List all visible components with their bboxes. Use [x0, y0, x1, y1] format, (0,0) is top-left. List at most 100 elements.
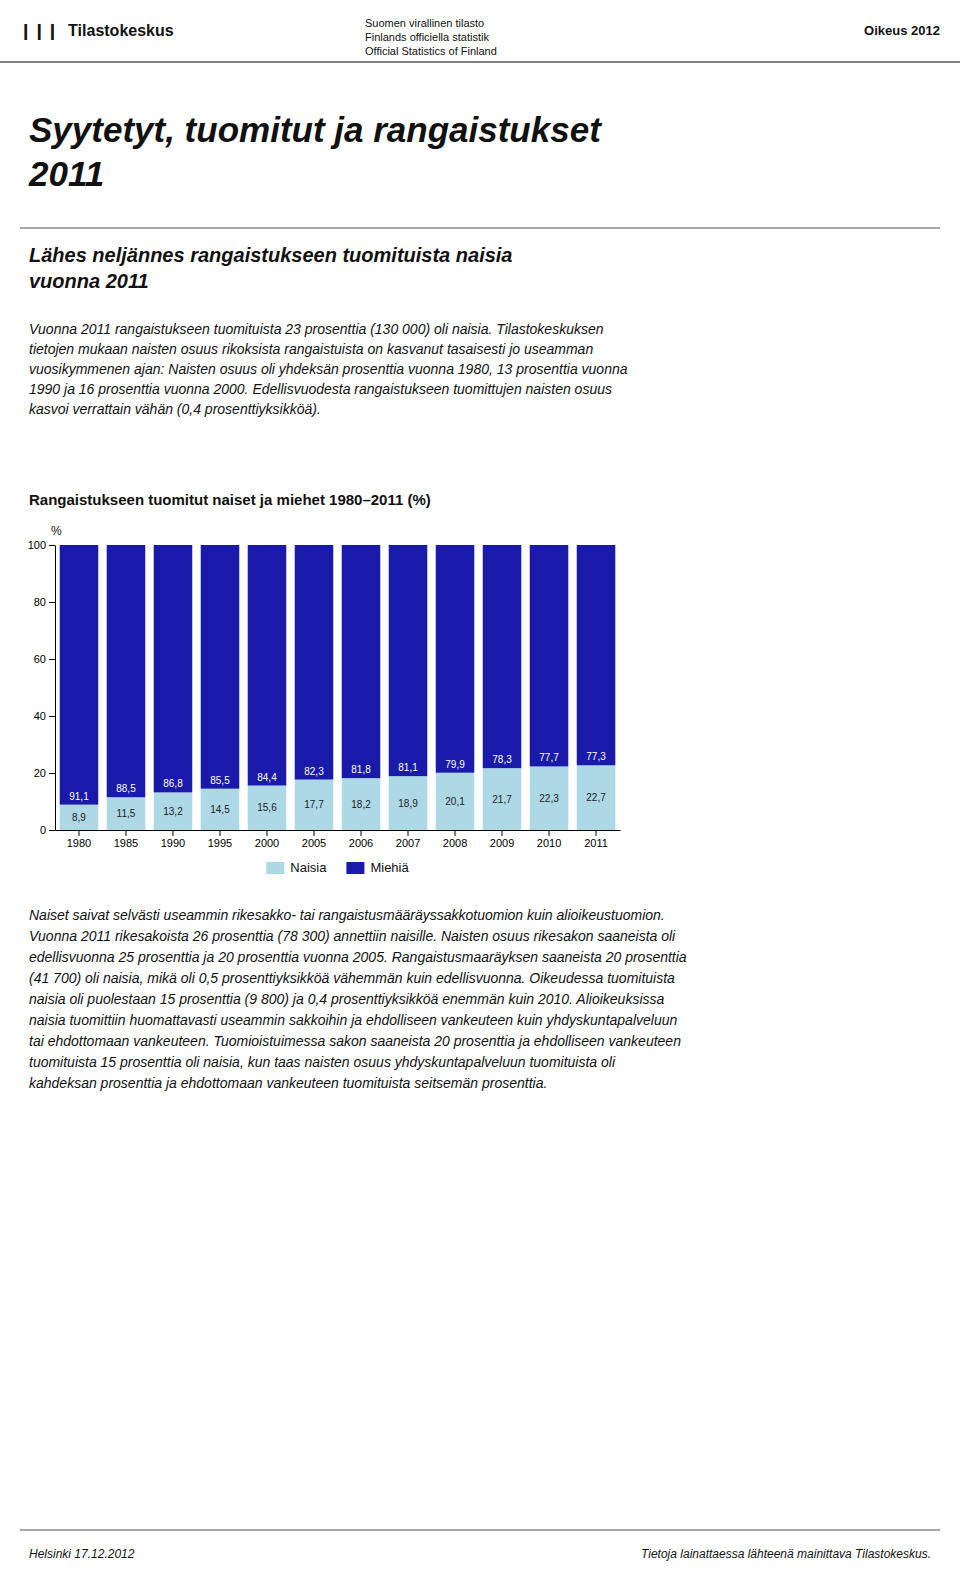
bar: [201, 545, 240, 789]
tick-label: 2006: [349, 837, 373, 849]
legend-item: Naisia: [266, 860, 327, 875]
tick-label: 40: [34, 710, 46, 722]
footer-left: Helsinki 17.12.2012: [29, 1547, 135, 1561]
tick-mark: [49, 602, 55, 603]
subtitle: Lähes neljännes rangaistukseen tuomituis…: [29, 244, 513, 266]
bar: [60, 545, 99, 805]
bar: [201, 789, 240, 830]
tick-mark: [49, 716, 55, 717]
body-text: (41 700) oli naisia, mikä oli 0,5 prosen…: [29, 970, 675, 986]
tick-mark: [219, 830, 220, 836]
data-label: 81,1: [398, 762, 418, 773]
data-label: 14,5: [210, 804, 230, 815]
y-axis: 0 20 40 60 80 100: [28, 539, 56, 836]
tick-label: 0: [40, 824, 46, 836]
header-text: Official Statistics of Finland: [365, 45, 497, 57]
rule-line: [20, 228, 940, 229]
tick-label: 20: [34, 767, 46, 779]
bars: [60, 545, 616, 830]
data-label: 21,7: [492, 794, 512, 805]
bar: [483, 545, 522, 768]
legend: Naisia Miehiä: [266, 860, 409, 875]
tick-label: 1990: [161, 837, 185, 849]
header-right: Oikeus 2012: [864, 23, 940, 38]
x-axis: 1980198519901995200020052006200720082009…: [56, 830, 621, 849]
data-label: 17,7: [304, 799, 324, 810]
legend-swatch: [346, 862, 364, 874]
tick-label: 2009: [490, 837, 514, 849]
tick-label: 1985: [114, 837, 138, 849]
tick-label: 60: [34, 653, 46, 665]
logo: ❙❙❙ Tilastokeskus: [19, 22, 174, 40]
y-tick: 0: [40, 824, 55, 836]
x-tick: 2011: [584, 830, 608, 849]
body-text: Naiset saivat selvästi useammin rikesakk…: [29, 907, 665, 923]
y-tick: 40: [34, 710, 55, 722]
tick-mark: [172, 830, 173, 836]
rule-line: [20, 1530, 940, 1531]
tick-label: 80: [34, 596, 46, 608]
data-label: 84,4: [257, 772, 277, 783]
x-tick: 2000: [255, 830, 279, 849]
bar: [295, 545, 334, 780]
legend-item: Miehiä: [346, 860, 409, 875]
axis-title: %: [51, 524, 62, 538]
x-tick: 2007: [396, 830, 420, 849]
data-label: 85,5: [210, 775, 230, 786]
body-text: 1990 ja 16 prosenttia vuonna 2000. Edell…: [29, 381, 612, 397]
bar: [154, 545, 193, 792]
legend-label: Naisia: [290, 860, 327, 875]
x-tick: 1980: [67, 830, 91, 849]
body-text: kasvoi verrattain vähän (0,4 prosenttiyk…: [29, 401, 321, 417]
x-tick: 2008: [443, 830, 467, 849]
data-label: 77,7: [539, 752, 559, 763]
bar: [295, 780, 334, 830]
y-tick: 60: [34, 653, 55, 665]
tick-mark: [361, 830, 362, 836]
tick-mark: [549, 830, 550, 836]
body-text: Vuonna 2011 rikesakoista 26 prosenttia (…: [29, 928, 676, 944]
body-text: vuosikymmenen ajan: Naisten osuus oli yh…: [29, 361, 628, 377]
tick-mark: [49, 659, 55, 660]
bar: [342, 545, 381, 778]
x-tick: 1995: [208, 830, 232, 849]
tick-mark: [49, 830, 55, 831]
tick-mark: [125, 830, 126, 836]
subtitle: vuonna 2011: [29, 270, 149, 292]
tick-mark: [502, 830, 503, 836]
tick-label: 100: [28, 539, 46, 551]
data-label: 78,3: [492, 754, 512, 765]
axis-line: [55, 546, 56, 831]
tick-label: 2010: [537, 837, 561, 849]
body-text: tietojen mukaan naisten osuus rikoksista…: [29, 341, 593, 357]
tick-mark: [266, 830, 267, 836]
bar: [389, 776, 428, 830]
y-tick: 100: [28, 539, 55, 551]
axis-line: [56, 830, 621, 831]
bar: [577, 545, 616, 765]
data-labels: 8,911,513,214,515,617,718,218,920,121,72…: [69, 751, 606, 823]
x-tick: 1990: [161, 830, 185, 849]
tick-mark: [596, 830, 597, 836]
data-label: 88,5: [116, 783, 136, 794]
tick-label: 2007: [396, 837, 420, 849]
data-label: 79,9: [445, 759, 465, 770]
bar: [342, 778, 381, 830]
y-tick: 80: [34, 596, 55, 608]
data-label: 8,9: [72, 812, 86, 823]
tick-mark: [49, 773, 55, 774]
tick-mark: [455, 830, 456, 836]
data-label: 22,7: [586, 792, 606, 803]
bar: [107, 545, 146, 797]
tick-mark: [408, 830, 409, 836]
tick-label: 2008: [443, 837, 467, 849]
body-text: kahdeksan prosenttia ja ehdottomaan vank…: [29, 1075, 547, 1091]
bar: [436, 773, 475, 830]
x-tick: 2010: [537, 830, 561, 849]
tick-label: 1995: [208, 837, 232, 849]
x-tick: 2009: [490, 830, 514, 849]
body-text: Vuonna 2011 rangaistukseen tuomituista 2…: [29, 321, 604, 337]
footer-right: Tietoja lainattaessa lähteenä mainittava…: [641, 1547, 931, 1561]
data-label: 91,1: [69, 791, 89, 802]
data-label: 13,2: [163, 806, 183, 817]
